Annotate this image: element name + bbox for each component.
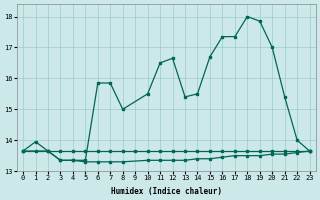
X-axis label: Humidex (Indice chaleur): Humidex (Indice chaleur) — [111, 187, 222, 196]
